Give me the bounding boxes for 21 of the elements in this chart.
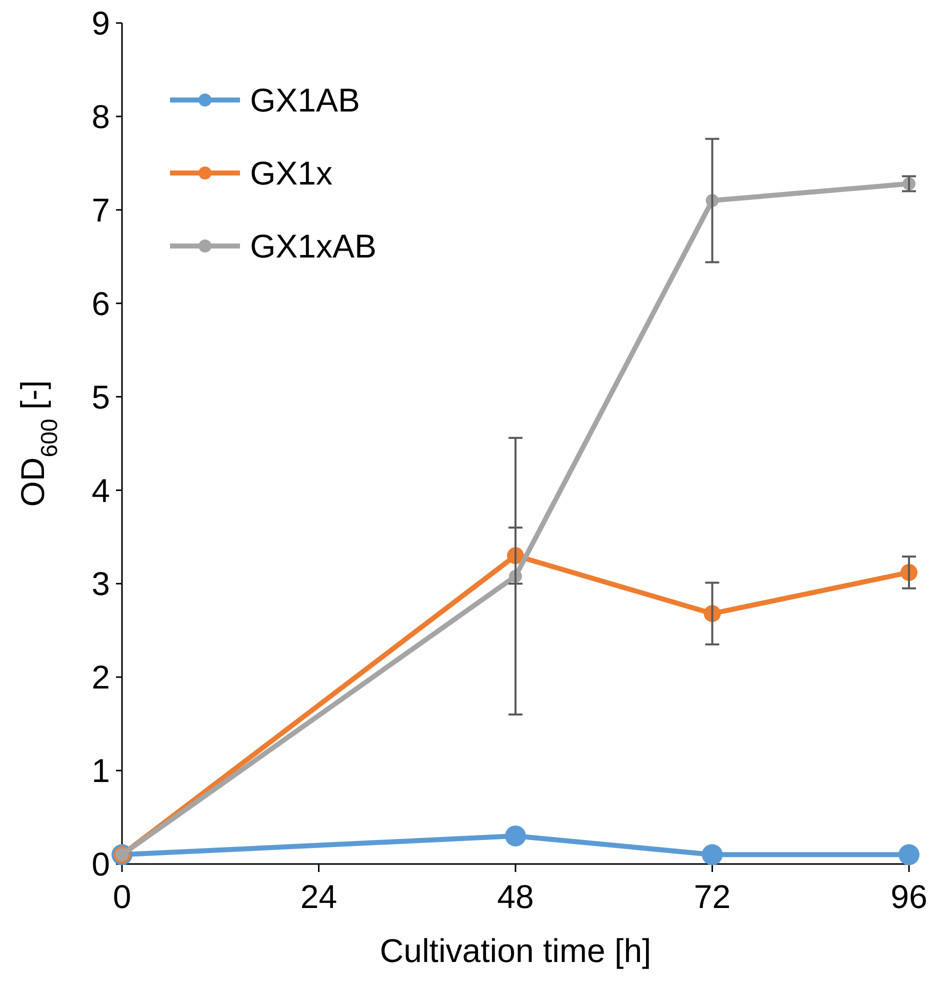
x-tick-label: 24: [300, 878, 338, 915]
legend-label: GX1x: [250, 154, 334, 192]
x-tick-label: 96: [890, 878, 928, 915]
x-axis-title: Cultivation time [h]: [380, 932, 652, 969]
y-tick-label: 1: [92, 752, 110, 790]
legend-label: GX1AB: [250, 82, 360, 119]
y-tick-label: 3: [92, 565, 110, 602]
legend-label: GX1xAB: [250, 228, 377, 265]
y-tick-label: 6: [92, 284, 110, 322]
y-tick-label: 7: [92, 191, 110, 228]
x-tick-label: 72: [694, 878, 731, 915]
point: [702, 844, 723, 866]
point: [898, 844, 920, 866]
y-tick-label: 2: [92, 658, 110, 696]
y-tick-label: 8: [92, 98, 110, 135]
y-tick-label: 9: [92, 4, 110, 42]
point: [505, 825, 526, 846]
y-tick-label: 5: [92, 378, 110, 416]
y-tick-label: 0: [92, 846, 110, 883]
x-tick-label: 48: [497, 878, 534, 915]
y-tick-label: 4: [92, 472, 110, 509]
